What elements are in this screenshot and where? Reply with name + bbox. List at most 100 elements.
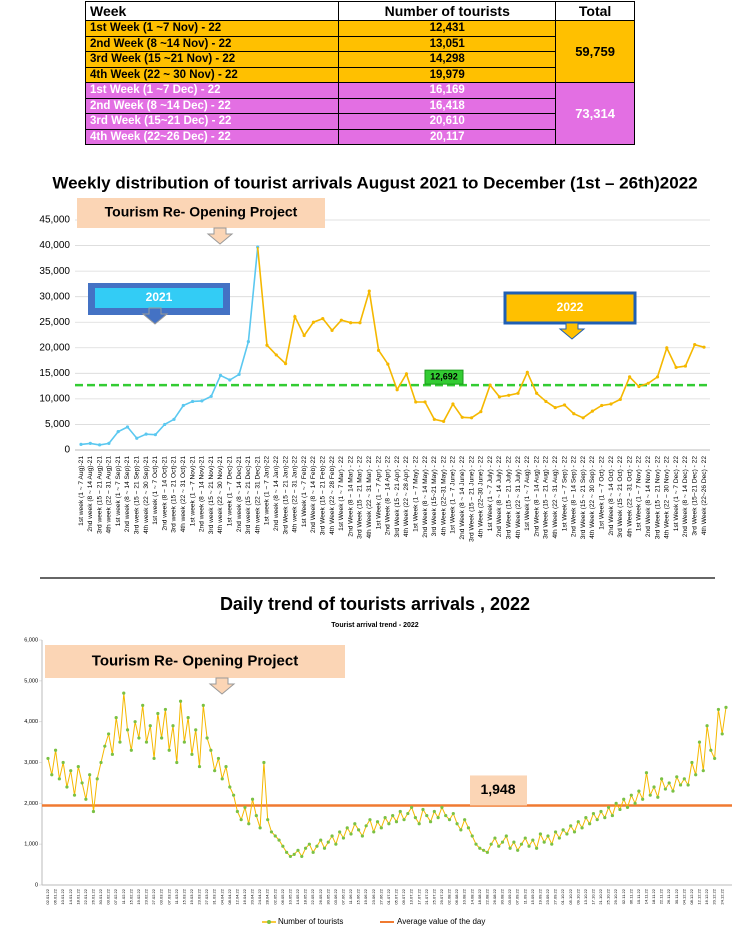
count-cell: 16,418: [338, 97, 557, 114]
data-point: [588, 822, 592, 826]
data-point: [228, 378, 232, 382]
data-point: [116, 430, 120, 434]
chart-subtitle: Tourist arrival trend - 2022: [331, 622, 419, 629]
week-cell: 3rd Week (15~21 Dec) - 22: [84, 113, 340, 130]
series-connector: [256, 247, 268, 346]
data-point: [141, 703, 145, 707]
x-tick-label: 30.11.22: [674, 888, 679, 904]
data-point: [512, 840, 516, 844]
data-point: [618, 397, 622, 401]
data-point: [569, 824, 573, 828]
x-tick-label: 15.09.22: [530, 888, 535, 904]
data-point: [705, 724, 709, 728]
y-tick-label: 2,000: [24, 801, 38, 807]
data-point: [61, 760, 65, 765]
x-tick-label: 1st week (1 ~ 7 Dec)-21: [227, 456, 234, 527]
week-cell: 1st Week (1 ~7 Dec) - 22: [84, 82, 340, 99]
x-tick-label: 2nd Week (8 ~ 14 Sep) - 22: [571, 456, 578, 537]
x-tick-label: 09.10.22: [575, 888, 580, 904]
x-tick-label: 05.10.22: [568, 888, 573, 904]
x-tick-label: 11.02.22: [121, 888, 126, 904]
data-point: [209, 394, 213, 398]
data-point: [292, 852, 296, 856]
data-point: [181, 403, 185, 408]
chart-title: Weekly distribution of tourist arrivals …: [52, 173, 697, 192]
series-line: [266, 290, 705, 423]
data-point: [65, 785, 69, 789]
data-point: [572, 830, 577, 834]
data-point: [553, 405, 557, 410]
x-tick-label: 19.03.22: [189, 888, 194, 904]
x-tick-label: 3rd Week (15 ~ 21 Feb)-22: [320, 456, 327, 536]
table-row: 2nd Week (8 ~14 Nov) - 22 13,051: [84, 35, 635, 52]
data-point: [79, 442, 83, 446]
x-tick-label: 1st Week (1 ~ 7 Dec) - 22: [673, 456, 680, 532]
count-cell: 20,610: [338, 113, 557, 130]
x-tick-label: 01.07.22: [386, 888, 391, 904]
y-tick-label: 5,000: [45, 419, 70, 430]
data-point: [553, 830, 558, 834]
x-tick-label: 11.09.22: [522, 888, 527, 904]
x-tick-label: 12.12.22: [697, 888, 702, 904]
data-point: [367, 289, 371, 293]
x-tick-label: 2nd Week (8 ~ 14 Dec) - 22: [682, 456, 689, 537]
data-point: [561, 828, 565, 832]
series-callout: 2022: [557, 300, 584, 314]
data-point: [625, 805, 630, 810]
data-point: [701, 769, 705, 773]
data-point: [376, 348, 381, 352]
data-point: [557, 836, 561, 840]
data-point: [349, 321, 353, 325]
x-tick-label: 4th Week (22 ~ 30 Sep) - 22: [589, 456, 596, 539]
data-point: [497, 844, 501, 848]
data-point: [716, 707, 721, 712]
data-point: [479, 410, 483, 414]
data-point: [618, 807, 622, 812]
data-point: [535, 391, 539, 395]
chart-title: Daily trend of tourists arrivals , 2022: [220, 594, 530, 614]
data-point: [197, 764, 202, 769]
y-tick-label: 20,000: [39, 342, 70, 353]
data-point: [606, 805, 611, 810]
data-point: [107, 441, 111, 445]
x-tick-label: 17.10.22: [590, 888, 595, 904]
x-tick-label: 1st Week (1 ~ 7 Mar) - 22: [338, 456, 345, 531]
x-tick-label: 29.07.22: [439, 888, 444, 904]
data-point: [402, 818, 406, 822]
data-point: [656, 795, 660, 799]
data-point: [562, 403, 567, 407]
data-point: [97, 443, 102, 447]
data-point: [500, 840, 505, 844]
data-point: [273, 834, 277, 838]
data-point: [95, 777, 99, 781]
data-point: [383, 816, 387, 820]
legend-label: Average value of the day: [397, 917, 485, 926]
y-tick-label: 4,000: [24, 719, 38, 725]
data-point: [326, 840, 330, 844]
series-line: [80, 247, 259, 446]
x-tick-label: 27.06.22: [378, 888, 383, 904]
x-tick-label: 25.10.22: [606, 888, 611, 904]
data-point: [288, 854, 293, 859]
header-row: Week Number of tourists Total: [84, 1, 635, 21]
table-row: 3rd Week (15 ~21 Nov) - 22 14,298: [84, 51, 635, 68]
x-tick-label: 3rd Week (15 ~ 21 Aug) - 22: [543, 456, 550, 539]
data-point: [46, 756, 50, 761]
data-point: [633, 801, 637, 805]
x-tick-label: 3rd Week (15 ~ 21 June) - 22: [468, 456, 475, 542]
data-point: [414, 400, 418, 404]
y-tick-label: 30,000: [39, 291, 70, 302]
data-point: [228, 785, 232, 789]
annotation: Tourism Re- Opening Project: [105, 204, 298, 220]
data-point: [368, 818, 372, 822]
data-point: [163, 707, 168, 712]
x-tick-label: 4th week (22 ~ 31 Dec)-21: [254, 456, 261, 534]
data-point: [683, 364, 688, 368]
x-tick-label: 16.04.22: [242, 888, 247, 904]
data-point: [239, 818, 243, 822]
data-point: [523, 836, 527, 840]
x-tick-label: 1st Week (1 ~ 7 Oct) - 22: [598, 456, 605, 530]
data-point: [76, 764, 80, 769]
x-tick-label: 01.10.22: [560, 888, 565, 904]
